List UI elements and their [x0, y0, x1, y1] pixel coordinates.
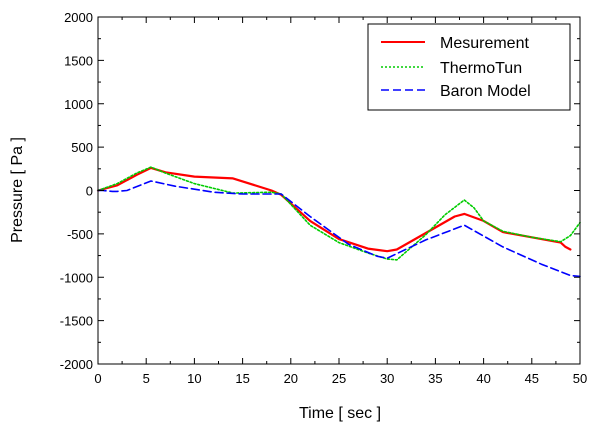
y-tick-label: 500 [71, 140, 93, 155]
y-tick-label: 1500 [64, 53, 93, 68]
x-tick-label: 40 [476, 371, 490, 386]
x-tick-label: 15 [235, 371, 249, 386]
y-tick-label: -2000 [60, 357, 93, 372]
series-line-mesurement [96, 166, 572, 253]
y-tick-label: -1000 [60, 270, 93, 285]
x-tick-label: 35 [428, 371, 442, 386]
y-tick-label: 0 [86, 184, 93, 199]
y-tick-label: 1000 [64, 97, 93, 112]
y-tick-label: 2000 [64, 10, 93, 25]
y-tick-label: -500 [67, 227, 93, 242]
x-axis-label: Time [ sec ] [299, 405, 381, 422]
series-line-baron-model [97, 180, 581, 278]
legend-label-mesurement: Mesurement [440, 35, 529, 52]
legend-label-thermotun: ThermoTun [440, 60, 522, 77]
x-tick-label: 20 [284, 371, 298, 386]
x-tick-label: 0 [94, 371, 101, 386]
x-tick-label: 45 [525, 371, 539, 386]
x-tick-label: 10 [187, 371, 201, 386]
series-line-thermotun [97, 166, 581, 261]
legend-label-baron-model: Baron Model [440, 83, 531, 100]
y-axis-label: Pressure [ Pa ] [9, 137, 26, 243]
legend: Mesurement ThermoTun Baron Model [367, 23, 571, 111]
x-tick-label: 5 [143, 371, 150, 386]
x-tick-label: 50 [573, 371, 587, 386]
plot-layer: 0 5 10 15 20 25 30 35 40 45 50 2000 1500 1000 500 0 -500… [60, 10, 587, 386]
x-tick-label: 25 [332, 371, 346, 386]
y-tick-label: -1500 [60, 314, 93, 329]
x-tick-label: 30 [380, 371, 394, 386]
